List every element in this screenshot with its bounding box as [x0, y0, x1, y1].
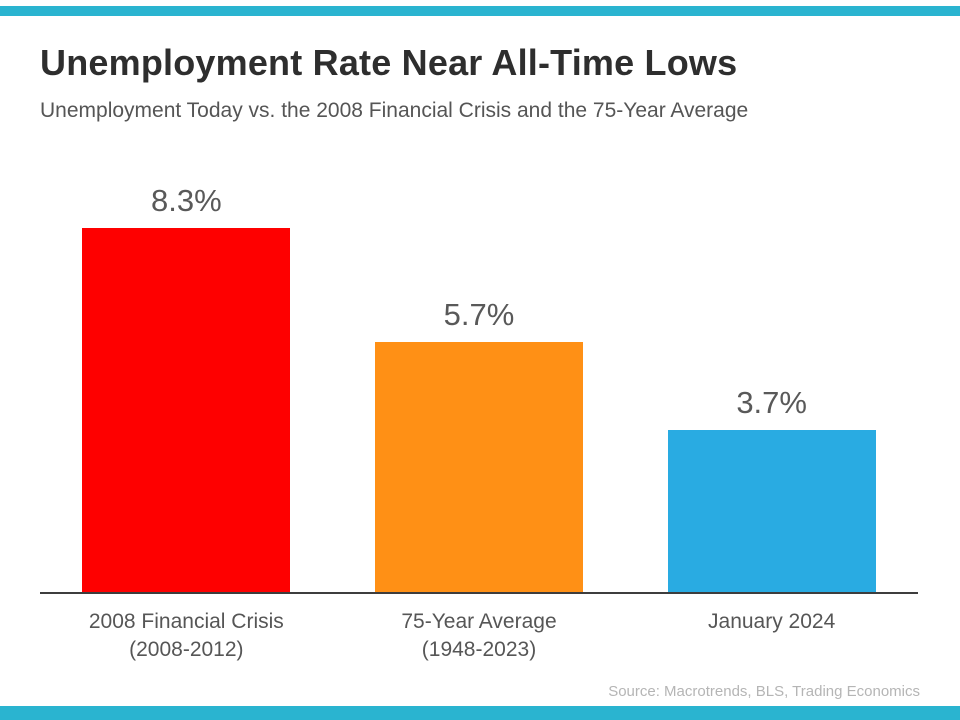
category-axis-labels: 2008 Financial Crisis (2008-2012) 75-Yea… — [40, 608, 918, 665]
category-label-line2: (2008-2012) — [129, 638, 244, 662]
chart-subtitle: Unemployment Today vs. the 2008 Financia… — [40, 99, 749, 122]
value-label: 5.7% — [443, 297, 515, 333]
plot-area: 8.3% 5.7% 3.7% — [40, 158, 918, 594]
value-label: 8.3% — [150, 183, 222, 219]
category-label-75yr-average: 75-Year Average (1948-2023) — [333, 608, 626, 665]
category-label-line1: 2008 Financial Crisis — [88, 610, 284, 633]
category-label-line1: 75-Year Average — [401, 610, 557, 633]
source-attribution: Source: Macrotrends, BLS, Trading Econom… — [608, 683, 920, 700]
bar-2008-crisis — [82, 228, 291, 592]
category-label-january-2024: January 2024 — [625, 608, 918, 665]
bottom-accent-bar — [0, 706, 960, 720]
bar-group-january-2024: 3.7% — [625, 158, 918, 592]
category-label-line2: (1948-2023) — [421, 638, 537, 662]
bar-75yr-average — [374, 342, 583, 592]
bar-group-2008-crisis: 8.3% — [40, 158, 333, 592]
top-accent-bar — [0, 6, 960, 16]
chart-title: Unemployment Rate Near All-Time Lows — [40, 42, 738, 83]
bar-january-2024 — [667, 429, 876, 592]
bar-group-75yr-average: 5.7% — [333, 158, 626, 592]
category-label-2008-crisis: 2008 Financial Crisis (2008-2012) — [40, 608, 333, 665]
category-label-line1: January 2024 — [708, 610, 836, 633]
value-label: 3.7% — [736, 384, 807, 420]
